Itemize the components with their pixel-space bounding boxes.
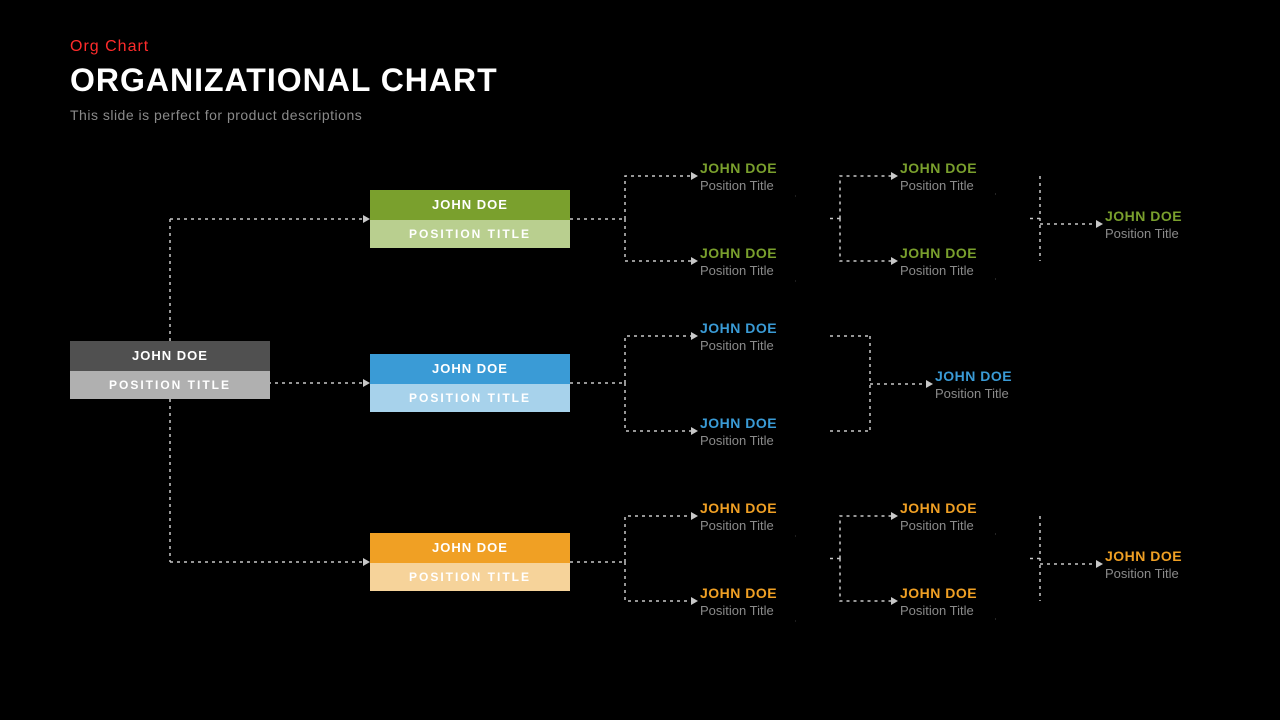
branch-2-col4-1: JOHN DOE Position Title (900, 585, 977, 618)
branch-2-col3-0-title: Position Title (700, 518, 777, 533)
root-node-name: JOHN DOE (70, 341, 270, 371)
branch-1-mid-name: JOHN DOE (370, 354, 570, 384)
branch-0-col3-1-title: Position Title (700, 263, 777, 278)
branch-1-col3-0-name: JOHN DOE (700, 320, 777, 336)
branch-0-mid: JOHN DOEPOSITION TITLE (370, 190, 570, 248)
branch-2-mid: JOHN DOEPOSITION TITLE (370, 533, 570, 591)
branch-0-col4-1-name: JOHN DOE (900, 245, 977, 261)
branch-2-final-title: Position Title (1105, 566, 1182, 581)
branch-0-final-name: JOHN DOE (1105, 208, 1182, 224)
branch-2-col3-0: JOHN DOE Position Title (700, 500, 777, 533)
header: Org Chart ORGANIZATIONAL CHART This slid… (70, 38, 498, 123)
branch-1-mid: JOHN DOEPOSITION TITLE (370, 354, 570, 412)
branch-0-col4-0-name: JOHN DOE (900, 160, 977, 176)
branch-0-col3-1-name: JOHN DOE (700, 245, 777, 261)
branch-2-col4-0-title: Position Title (900, 518, 977, 533)
branch-0-final-title: Position Title (1105, 226, 1182, 241)
branch-1-col3-0: JOHN DOE Position Title (700, 320, 777, 353)
branch-1-final-name: JOHN DOE (935, 368, 1012, 384)
branch-1-mid-title: POSITION TITLE (370, 384, 570, 412)
branch-1-col3-1: JOHN DOE Position Title (700, 415, 777, 448)
branch-0-final: JOHN DOE Position Title (1105, 208, 1182, 241)
branch-2-col4-1-name: JOHN DOE (900, 585, 977, 601)
root-node: JOHN DOEPOSITION TITLE (70, 341, 270, 399)
header-eyebrow: Org Chart (70, 38, 498, 56)
branch-0-mid-name: JOHN DOE (370, 190, 570, 220)
header-title: ORGANIZATIONAL CHART (70, 62, 498, 99)
branch-1-col3-1-title: Position Title (700, 433, 777, 448)
branch-2-col3-1: JOHN DOE Position Title (700, 585, 777, 618)
branch-0-col4-1-title: Position Title (900, 263, 977, 278)
branch-0-col4-0-title: Position Title (900, 178, 977, 193)
branch-1-final: JOHN DOE Position Title (935, 368, 1012, 401)
branch-1-final-title: Position Title (935, 386, 1012, 401)
branch-0-col3-1: JOHN DOE Position Title (700, 245, 777, 278)
branch-0-col4-0: JOHN DOE Position Title (900, 160, 977, 193)
header-subtitle: This slide is perfect for product descri… (70, 107, 498, 123)
branch-0-mid-title: POSITION TITLE (370, 220, 570, 248)
branch-0-col4-1: JOHN DOE Position Title (900, 245, 977, 278)
branch-2-col4-0-name: JOHN DOE (900, 500, 977, 516)
root-node-title: POSITION TITLE (70, 371, 270, 399)
branch-2-col3-0-name: JOHN DOE (700, 500, 777, 516)
branch-2-final: JOHN DOE Position Title (1105, 548, 1182, 581)
branch-0-col3-0-title: Position Title (700, 178, 777, 193)
branch-2-col3-1-name: JOHN DOE (700, 585, 777, 601)
branch-0-col3-0: JOHN DOE Position Title (700, 160, 777, 193)
branch-2-final-name: JOHN DOE (1105, 548, 1182, 564)
branch-1-col3-1-name: JOHN DOE (700, 415, 777, 431)
branch-2-col3-1-title: Position Title (700, 603, 777, 618)
branch-2-mid-name: JOHN DOE (370, 533, 570, 563)
branch-1-col3-0-title: Position Title (700, 338, 777, 353)
branch-0-col3-0-name: JOHN DOE (700, 160, 777, 176)
branch-2-col4-0: JOHN DOE Position Title (900, 500, 977, 533)
branch-2-mid-title: POSITION TITLE (370, 563, 570, 591)
branch-2-col4-1-title: Position Title (900, 603, 977, 618)
